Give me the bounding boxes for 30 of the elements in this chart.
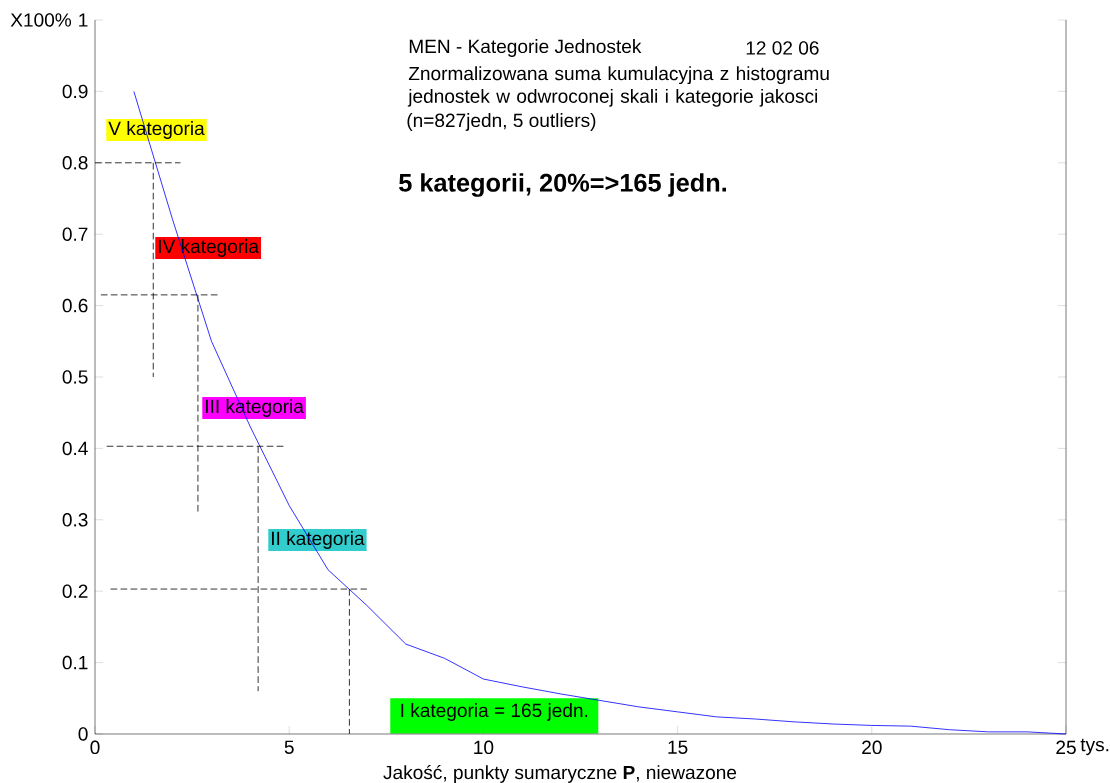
annotation: V kategoria (108, 121, 205, 139)
y-tick-label: 0.4 (62, 441, 88, 456)
x-axis-title: Jakość, punkty sumaryczne P, niewazone (383, 764, 737, 783)
y-tick-label: 0.1 (62, 655, 88, 670)
x-tick-label: 5 (284, 740, 294, 754)
annotation: 5 kategorii, 20%=>165 jedn. (399, 173, 726, 197)
text: tys. (1080, 738, 1109, 756)
y-tick-label: 0.9 (62, 84, 88, 99)
x-tick-label: 20 (862, 740, 882, 755)
y-tick-label: 0.5 (62, 370, 88, 384)
y-tick-label: 0.8 (62, 156, 88, 170)
y-tick-label: 0.6 (62, 298, 88, 313)
x-tick-label: 0 (90, 740, 100, 755)
text: MEN - Kategorie Jednostek (409, 39, 642, 57)
text: Znormalizowana suma kumulacyjna z histogramu jednostek w odwroconej skali i kategorie jakosci (407, 66, 829, 107)
x-tick-label: 25 (1056, 740, 1076, 755)
y-tick-label: 0.3 (62, 513, 88, 527)
annotation: IV kategoria (159, 239, 259, 257)
y-tick-label: 0.2 (62, 584, 88, 598)
y-axis-title: X100% (10, 13, 72, 27)
x-tick-label: 15 (668, 740, 688, 754)
annotation: I kategoria = 165 jedn. (401, 703, 588, 721)
annotation: II kategoria (272, 531, 365, 549)
y-tick-label: 1 (79, 13, 88, 27)
y-tick-label: 0 (78, 727, 88, 741)
annotation: III kategoria (206, 399, 304, 417)
x-tick-label: 10 (474, 740, 494, 755)
annotation: 12 02 06 (746, 41, 819, 55)
annotation: (n=827jedn, 5 outliers) (407, 113, 596, 131)
y-tick-label: 0.7 (62, 227, 88, 241)
